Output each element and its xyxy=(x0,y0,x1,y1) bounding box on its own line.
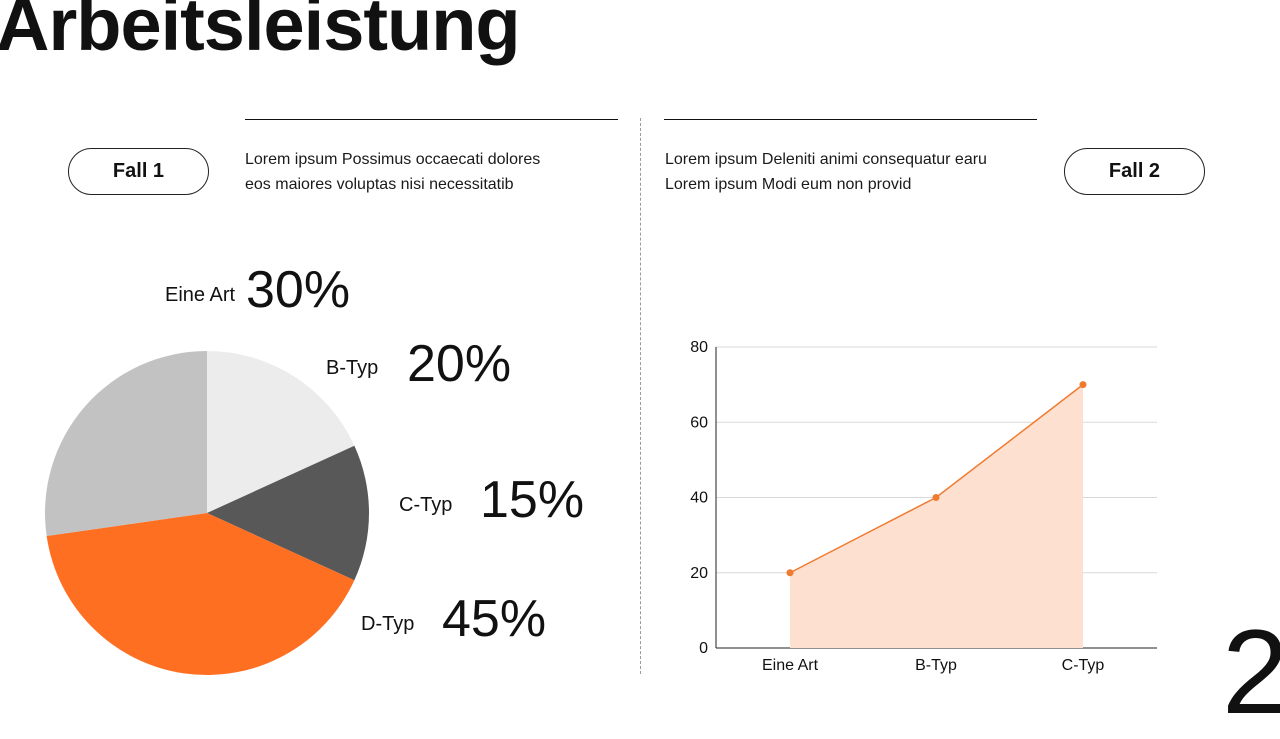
y-tick-label: 60 xyxy=(690,414,708,431)
pie-slice-eine-art xyxy=(45,351,208,537)
case1-description-line: Lorem ipsum Possimus occaecati dolores xyxy=(245,151,541,168)
case1-description-line: eos maiores voluptas nisi necessitatib xyxy=(245,176,514,193)
pie-slice-c-typ xyxy=(207,445,370,581)
case1-top-rule xyxy=(245,119,618,120)
y-tick-label: 0 xyxy=(699,640,708,657)
page-number: 2 xyxy=(1222,605,1280,739)
section-divider xyxy=(640,118,641,674)
data-point-eine-art xyxy=(786,569,794,577)
case2-description-line: Lorem ipsum Deleniti animi consequatur e… xyxy=(665,151,987,168)
pie-label-eine-art: Eine Art xyxy=(165,284,236,306)
pie-slice-b-typ xyxy=(207,351,355,513)
case2-description-line: Lorem ipsum Modi eum non provid xyxy=(665,176,912,193)
pie-value-c-typ: 15% xyxy=(480,471,585,529)
case1-badge-label: Fall 1 xyxy=(112,160,165,182)
x-tick-label: B-Typ xyxy=(915,657,957,674)
y-tick-label: 80 xyxy=(690,339,708,356)
case2-badge: Fall 2 xyxy=(1064,148,1205,195)
x-tick-label: C-Typ xyxy=(1062,657,1105,674)
pie-value-b-typ: 20% xyxy=(407,335,512,393)
pie-slice-d-typ xyxy=(46,513,355,676)
data-point-c-typ xyxy=(1079,381,1087,389)
case2-badge-label: Fall 2 xyxy=(1108,160,1161,182)
y-tick-label: 20 xyxy=(690,565,708,582)
area-fill xyxy=(790,384,1083,648)
pie-value-eine-art: 30% xyxy=(246,261,351,319)
pie-label-b-typ: B-Typ xyxy=(326,357,379,379)
pie-chart xyxy=(45,351,370,676)
y-tick-label: 40 xyxy=(690,490,708,507)
pie-label-d-typ: D-Typ xyxy=(361,613,415,635)
case1-badge: Fall 1 xyxy=(68,148,209,195)
case2-top-rule xyxy=(664,119,1037,120)
page-title: Arbeitsleistung xyxy=(0,0,521,66)
area-chart: 0 20 40 60 80 Eine Art B-Typ C-Typ xyxy=(690,339,1157,674)
case2-description: Lorem ipsum Deleniti animi consequatur e… xyxy=(665,147,987,197)
pie-label-c-typ: C-Typ xyxy=(399,494,453,516)
pie-value-d-typ: 45% xyxy=(442,590,547,648)
x-tick-label: Eine Art xyxy=(762,657,819,674)
case1-description: Lorem ipsum Possimus occaecati dolores e… xyxy=(245,147,540,197)
data-point-b-typ xyxy=(932,494,940,501)
